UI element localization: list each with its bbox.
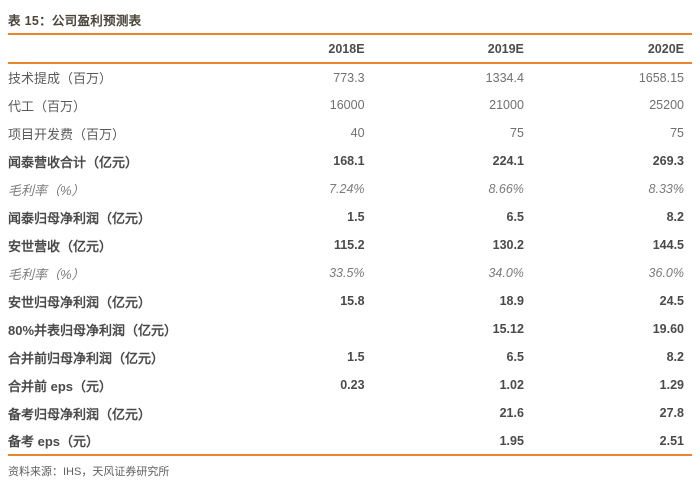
- cell-value: 34.0%: [488, 266, 524, 280]
- row-label: 备考 eps（元）: [8, 434, 100, 449]
- cell-value: 15.12: [492, 322, 524, 336]
- cell-value: 21.6: [499, 406, 524, 420]
- cell-value: 1.29: [659, 378, 684, 392]
- header-row: 2018E 2019E 2020E: [8, 34, 692, 63]
- cell-value: 1.95: [499, 433, 524, 448]
- cell-value: 8.33%: [648, 182, 684, 196]
- cell-value: 1334.4: [485, 70, 524, 85]
- cell-value: 21000: [489, 98, 524, 112]
- cell-value: 144.5: [652, 238, 684, 252]
- table-row: 80%并表归母净利润（亿元） 15.12 19.60: [8, 315, 692, 343]
- cell-value: 8.2: [666, 210, 684, 224]
- row-label: 毛利率（%）: [8, 266, 85, 282]
- row-label: 技术提成（百万）: [8, 71, 113, 86]
- cell-value: 18.9: [499, 294, 524, 308]
- table-row: 安世归母净利润（亿元） 15.8 18.9 24.5: [8, 287, 692, 315]
- cell-value: 15.8: [340, 294, 365, 308]
- row-label: 闻泰归母净利润（亿元）: [8, 210, 152, 226]
- cell-value: 1.02: [499, 378, 524, 392]
- cell-value: 40: [350, 126, 365, 140]
- table-title: 表 15：公司盈利预测表: [8, 14, 142, 28]
- row-label: 80%并表归母净利润（亿元）: [8, 322, 178, 338]
- profit-forecast-table: 2018E 2019E 2020E 技术提成（百万） 773.3 1334.4 165…: [8, 33, 692, 456]
- row-label: 备考归母净利润（亿元）: [8, 406, 152, 422]
- table-row: 闻泰归母净利润（亿元） 1.5 6.5 8.2: [8, 203, 692, 231]
- cell-value: 1.5: [347, 210, 365, 224]
- cell-value: 75: [670, 126, 684, 140]
- cell-value: 1658.15: [638, 70, 684, 85]
- row-label: 项目开发费（百万）: [8, 126, 126, 142]
- row-label: 安世营收（亿元）: [8, 238, 113, 254]
- row-label: 代工（百万）: [8, 98, 87, 114]
- table-row: 技术提成（百万） 773.3 1334.4 1658.15: [8, 63, 692, 91]
- cell-value: 25200: [649, 98, 684, 112]
- cell-value: 773.3: [333, 70, 365, 85]
- table-row: 闻泰营收合计（亿元） 168.1 224.1 269.3: [8, 147, 692, 175]
- table-row: 毛利率（%） 33.5% 34.0% 36.0%: [8, 259, 692, 287]
- table-row: 项目开发费（百万） 40 75 75: [8, 119, 692, 147]
- cell-value: 115.2: [333, 238, 365, 252]
- column-header-2019e: 2019E: [487, 41, 524, 56]
- cell-value: 19.60: [652, 322, 684, 336]
- cell-value: [213, 315, 372, 343]
- table-row: 合并前归母净利润（亿元） 1.5 6.5 8.2: [8, 343, 692, 371]
- cell-value: 1.5: [347, 350, 365, 364]
- table-row: 安世营收（亿元） 115.2 130.2 144.5: [8, 231, 692, 259]
- cell-value: 224.1: [492, 154, 524, 168]
- row-label: 合并前 eps（元）: [8, 378, 113, 394]
- cell-value: 2.51: [659, 433, 684, 448]
- cell-value: 130.2: [492, 238, 524, 252]
- column-header-2020e: 2020E: [647, 41, 684, 56]
- cell-value: [213, 427, 372, 455]
- source-note: 资料来源：IHS，天风证券研究所: [8, 466, 170, 478]
- table-row: 合并前 eps（元） 0.23 1.02 1.29: [8, 371, 692, 399]
- row-label: 安世归母净利润（亿元）: [8, 294, 152, 310]
- cell-value: 27.8: [659, 406, 684, 420]
- cell-value: 6.5: [506, 350, 524, 364]
- table-body: 技术提成（百万） 773.3 1334.4 1658.15 代工（百万） 16000 210…: [8, 63, 692, 455]
- row-label: 合并前归母净利润（亿元）: [8, 350, 165, 366]
- cell-value: 75: [510, 126, 524, 140]
- column-header-2018e: 2018E: [328, 41, 365, 56]
- cell-value: 16000: [329, 98, 365, 112]
- cell-value: 8.66%: [488, 182, 524, 196]
- cell-value: 168.1: [333, 154, 365, 168]
- cell-value: 269.3: [652, 154, 684, 168]
- cell-value: 33.5%: [329, 266, 365, 280]
- cell-value: 6.5: [506, 210, 524, 224]
- cell-value: 7.24%: [329, 182, 365, 196]
- column-header-blank: [8, 34, 213, 63]
- table-row: 毛利率（%） 7.24% 8.66% 8.33%: [8, 175, 692, 203]
- cell-value: 36.0%: [648, 266, 684, 280]
- cell-value: [213, 399, 372, 427]
- table-row: 代工（百万） 16000 21000 25200: [8, 91, 692, 119]
- table-row: 备考 eps（元） 1.95 2.51: [8, 427, 692, 455]
- row-label: 毛利率（%）: [8, 182, 85, 198]
- cell-value: 8.2: [666, 350, 684, 364]
- table-row: 备考归母净利润（亿元） 21.6 27.8: [8, 399, 692, 427]
- row-label: 闻泰营收合计（亿元）: [8, 154, 139, 170]
- cell-value: 24.5: [659, 294, 684, 308]
- cell-value: 0.23: [340, 378, 365, 392]
